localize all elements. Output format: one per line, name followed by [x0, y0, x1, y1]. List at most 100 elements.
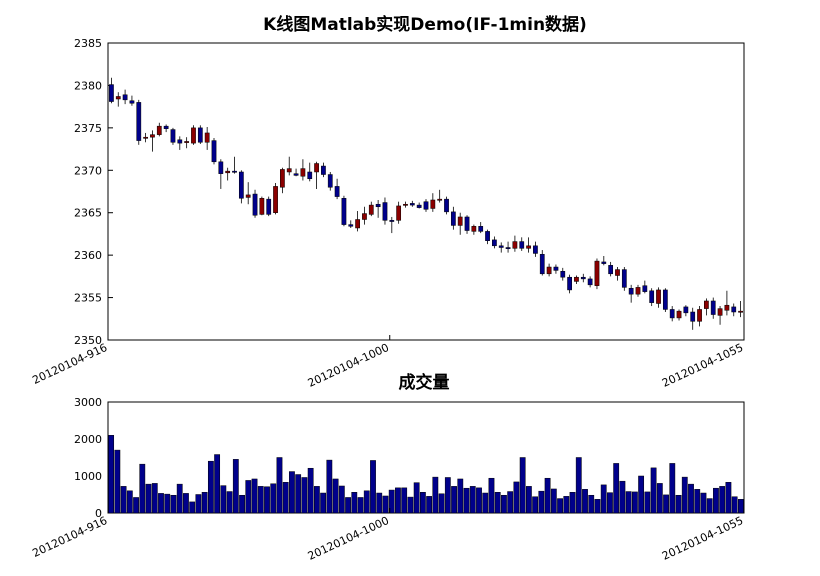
- volume-bar: [419, 492, 426, 514]
- volume-bar: [675, 494, 682, 514]
- candle-down: [710, 300, 716, 315]
- volume-bar: [401, 487, 408, 514]
- volume-bar: [575, 457, 582, 514]
- candle-down: [485, 231, 490, 241]
- candle-up: [403, 203, 408, 206]
- volume-bars: [108, 435, 744, 514]
- volume-bar: [376, 492, 383, 514]
- candle-down: [334, 186, 340, 197]
- volume-y-tick-label: 0: [95, 507, 102, 520]
- candle-up: [430, 199, 436, 209]
- candle-up: [286, 168, 292, 173]
- candle-up: [717, 308, 723, 316]
- volume-bar: [607, 492, 613, 514]
- volume-bar: [507, 491, 514, 514]
- volume-bar: [625, 491, 632, 514]
- volume-bar: [382, 495, 389, 514]
- candle-up: [314, 163, 319, 173]
- candle-up: [574, 276, 579, 282]
- volume-bar: [114, 449, 121, 514]
- volume-bar: [189, 501, 196, 514]
- volume-bar: [588, 494, 595, 514]
- candle-up: [156, 125, 162, 135]
- volume-bar: [457, 478, 464, 514]
- volume-y-tick-label: 3000: [74, 396, 102, 409]
- candle-up: [704, 300, 709, 309]
- kline-y-tick-label: 2360: [74, 249, 102, 262]
- candle-up: [245, 194, 251, 198]
- volume-bar: [251, 478, 258, 514]
- volume-bar: [694, 489, 701, 514]
- volume-bar: [631, 491, 638, 514]
- candle-up: [300, 168, 306, 177]
- candle-up: [396, 205, 402, 221]
- candle-up: [259, 198, 265, 215]
- kline-y-axis: 2350 2355 2360 2365 2370 2375 2380 2385: [74, 37, 113, 347]
- kline-y-tick-label: 2365: [74, 207, 102, 220]
- candle-up: [738, 310, 743, 313]
- candle-up: [656, 289, 661, 304]
- volume-title: 成交量: [399, 372, 450, 393]
- volume-bar: [426, 496, 433, 514]
- volume-bar: [451, 486, 457, 514]
- kline-y-tick-label: 2385: [74, 37, 102, 50]
- candle-up: [191, 127, 196, 144]
- volume-bar: [239, 494, 245, 514]
- volume-bar: [388, 489, 395, 514]
- volume-bar: [613, 463, 620, 514]
- candle-down: [136, 102, 142, 141]
- candle-down: [505, 247, 511, 249]
- candle-up: [526, 245, 531, 249]
- volume-bar: [544, 477, 551, 514]
- candle-down: [533, 245, 538, 254]
- volume-bar: [307, 467, 314, 514]
- candle-down: [642, 285, 648, 292]
- candle-down: [731, 306, 737, 313]
- candle-down: [211, 140, 217, 163]
- candle-down: [423, 201, 429, 210]
- candle-up: [362, 213, 367, 220]
- volume-bar: [513, 481, 520, 514]
- volume-bar: [463, 487, 470, 514]
- volume-bar: [395, 487, 401, 514]
- volume-bar: [519, 457, 526, 514]
- volume-bar: [264, 486, 270, 514]
- volume-bar: [488, 477, 495, 514]
- volume-bar: [700, 492, 707, 514]
- candle-up: [273, 186, 278, 213]
- candle-down: [567, 276, 572, 291]
- volume-bar: [357, 497, 364, 514]
- candle-down: [238, 171, 244, 199]
- candle-down: [662, 289, 668, 310]
- kline-candles: [109, 77, 743, 330]
- candle-up: [697, 309, 702, 322]
- candle-down: [628, 287, 634, 295]
- candle-down: [109, 84, 114, 102]
- candle-down: [266, 198, 272, 215]
- volume-bar: [151, 483, 158, 514]
- candle-down: [252, 193, 258, 216]
- volume-bar: [301, 477, 308, 514]
- volume-bar: [731, 496, 738, 514]
- volume-bar: [345, 497, 351, 514]
- candle-up: [615, 269, 620, 276]
- candle-down: [122, 94, 128, 101]
- candle-down: [450, 211, 456, 226]
- volume-bar: [158, 493, 164, 514]
- candle-down: [580, 276, 586, 280]
- candle-down: [321, 165, 326, 175]
- volume-bar: [176, 483, 183, 514]
- candle-down: [197, 127, 203, 143]
- volume-bar: [201, 492, 208, 514]
- volume-y-tick-label: 2000: [74, 433, 102, 446]
- volume-bar: [681, 476, 688, 514]
- volume-bar: [688, 483, 694, 514]
- volume-bar: [289, 471, 295, 514]
- volume-bar: [438, 493, 445, 514]
- volume-bar: [226, 491, 233, 514]
- kline-title: K线图Matlab实现Demo(IF-1min数据): [263, 14, 587, 35]
- volume-bar: [713, 487, 719, 514]
- volume-plot-area: [107, 401, 745, 514]
- kline-y-tick-label: 2380: [74, 79, 102, 92]
- candle-up: [150, 134, 155, 138]
